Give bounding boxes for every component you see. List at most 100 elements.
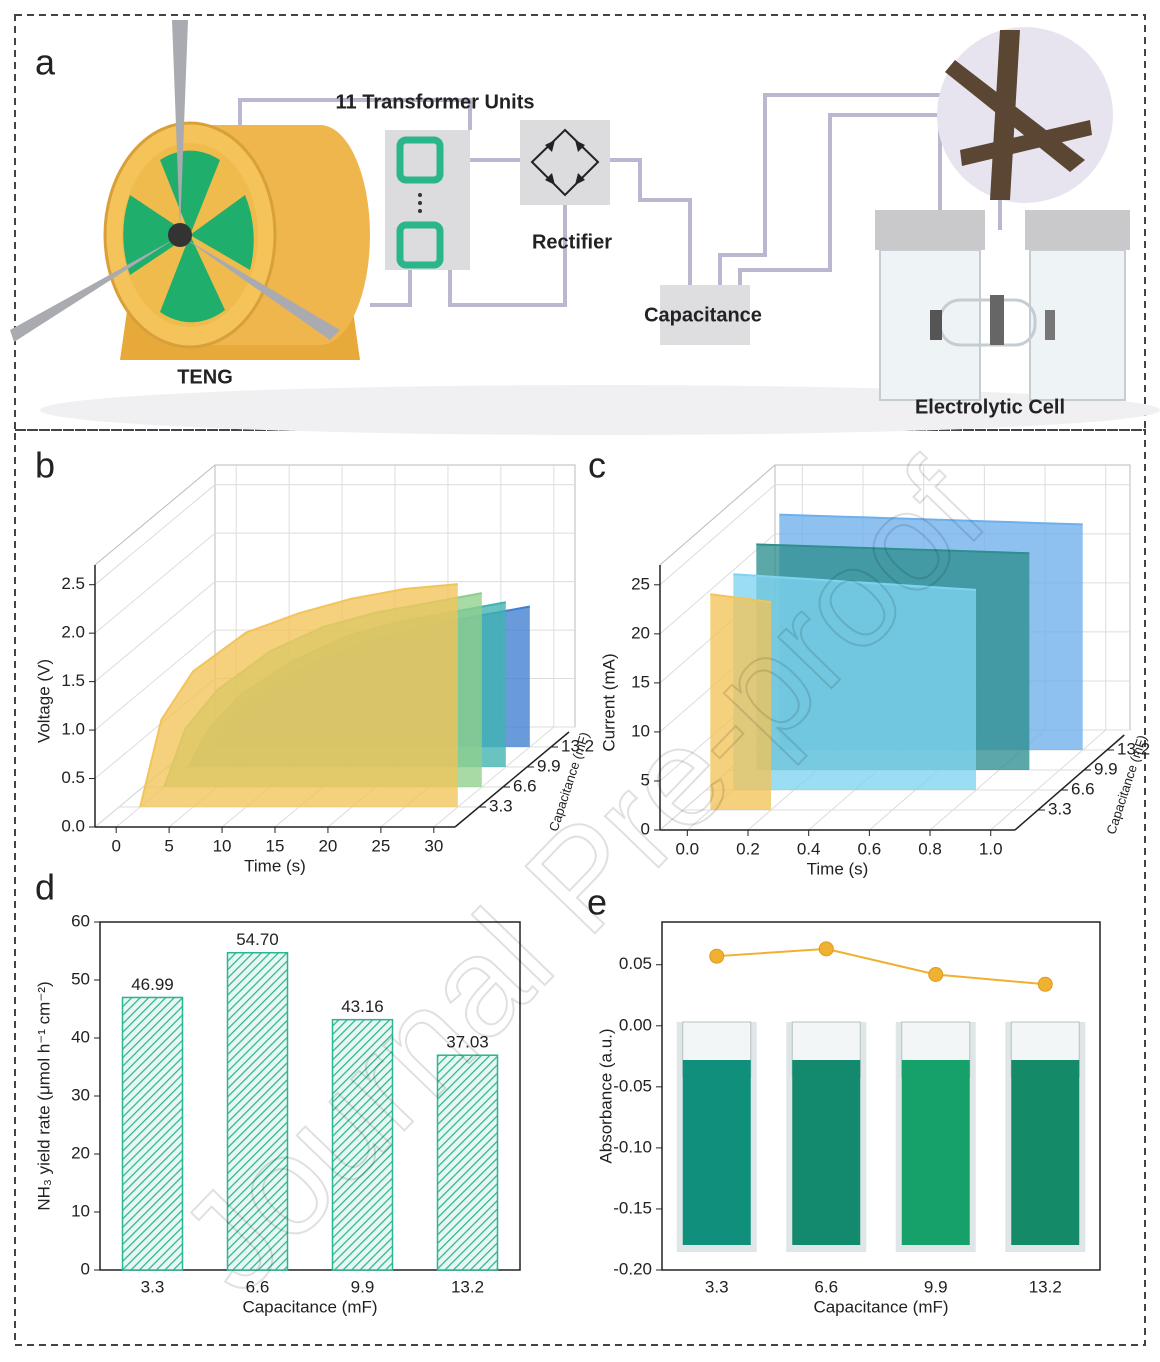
y-tick-label: 0.05 [619,954,652,973]
series-line [733,573,977,591]
point [928,967,944,983]
x-tick-label: 0.2 [736,839,760,858]
x-tick-label: 30 [424,836,443,855]
area-fill [140,584,458,807]
z-axis [454,731,570,828]
y-tick-label: 25 [631,574,650,593]
y-tick-label: 30 [71,1085,90,1104]
rectifier-label: Rectifier [532,231,612,253]
z-tick-label: 6.6 [1071,779,1095,798]
y-tick-label: 50 [71,969,90,988]
series-line [756,543,1030,555]
x-tick-label: 6.6 [814,1277,838,1296]
point [1037,976,1053,992]
bar [121,996,184,1271]
schematic [10,20,1160,435]
teng-label: TENG [177,366,233,388]
y-tick-label: -0.15 [613,1198,652,1217]
grid-line [94,532,216,634]
y-tick-label: 0 [81,1259,90,1278]
grid-line [94,484,216,586]
x-tick-label: 1.0 [979,839,1003,858]
area-fill [733,574,977,790]
y-tick-label: 60 [71,911,90,930]
x-tick-label: 5 [164,836,173,855]
grid-line [94,581,216,682]
z-axis [1014,734,1125,831]
data-label: 37.03 [446,1033,489,1052]
x-tick-label: 0.0 [675,839,699,858]
cuvette-liquid [1011,1060,1080,1245]
panel-label: e [587,882,607,923]
data-label: 43.16 [341,997,384,1016]
y-tick-label: 0.5 [61,768,85,787]
y-tick-label: 5 [641,770,650,789]
z-tick-label: 13.2 [1117,739,1150,758]
x-tick-label: 25 [371,836,390,855]
data-label: 46.99 [131,975,174,994]
x-tick-label: 13.2 [451,1277,484,1296]
y-axis-label: Current (mA) [599,653,618,751]
x-axis-label: Time (s) [244,856,306,875]
y-tick-label: 10 [631,721,650,740]
y-tick-label: 1.0 [61,720,85,739]
x-tick-label: 9.9 [924,1277,948,1296]
series-line [779,513,1083,526]
x-tick-label: 3.3 [705,1277,729,1296]
series-line [710,593,772,604]
grid-line [659,484,776,586]
panel-label: c [588,445,606,486]
x-tick-label: 13.2 [1029,1277,1062,1296]
x-axis-label: Time (s) [807,859,869,878]
z-tick-label: 9.9 [1094,759,1118,778]
y-tick-label: -0.20 [613,1259,652,1278]
z-tick-label: 13.2 [561,736,594,755]
y-tick-label: 0 [641,819,650,838]
z-tick-label: 3.3 [489,796,513,815]
series-line [716,947,1046,986]
y-tick-label: 20 [631,623,650,642]
x-tick-label: 20 [318,836,337,855]
y-tick-label: 20 [71,1143,90,1162]
x-tick-label: 0.4 [797,839,821,858]
grid-line [94,629,216,731]
y-tick-label: 2.5 [61,574,85,593]
panel-a-frame [14,14,1146,431]
box-edge [659,464,776,566]
y-axis-label: Absorbance (a.u.) [596,1028,615,1163]
grid-line [433,726,555,828]
cell-label: Electrolytic Cell [915,396,1065,418]
x-tick-label: 0 [111,836,120,855]
cuvette-liquid [901,1060,970,1245]
x-tick-label: 15 [266,836,285,855]
capacitance-label: Capacitance [644,304,762,326]
y-axis-label: NH₃ yield rate (μmol h⁻¹ cm⁻²) [34,981,53,1210]
grid-line [659,533,776,635]
y-tick-label: 0.00 [619,1015,652,1034]
x-tick-label: 0.8 [918,839,942,858]
x-axis-label: Capacitance (mF) [242,1297,377,1316]
z-tick-label: 6.6 [513,776,537,795]
data-label: 54.70 [236,930,279,949]
watermark: Journal Pre-proof [150,433,1015,1321]
y-tick-label: 0.0 [61,816,85,835]
panel-label: b [35,445,55,486]
x-tick-label: 0.6 [858,839,882,858]
box-edge [94,464,216,566]
y-tick-label: -0.05 [613,1076,652,1095]
y-tick-label: -0.10 [613,1137,652,1156]
z-tick-label: 3.3 [1048,799,1072,818]
bar [436,1054,499,1271]
cuvette-liquid [792,1060,861,1245]
grid-line [990,729,1107,831]
transformer-label: 11 Transformer Units [336,91,535,113]
x-axis-label: Capacitance (mF) [813,1297,948,1316]
y-tick-label: 10 [71,1201,90,1220]
z-tick-label: 9.9 [537,756,561,775]
y-tick-label: 1.5 [61,671,85,690]
panel-label: d [35,867,55,908]
y-tick-label: 15 [631,672,650,691]
panel-label: a [35,42,56,83]
area-fill [710,594,771,810]
